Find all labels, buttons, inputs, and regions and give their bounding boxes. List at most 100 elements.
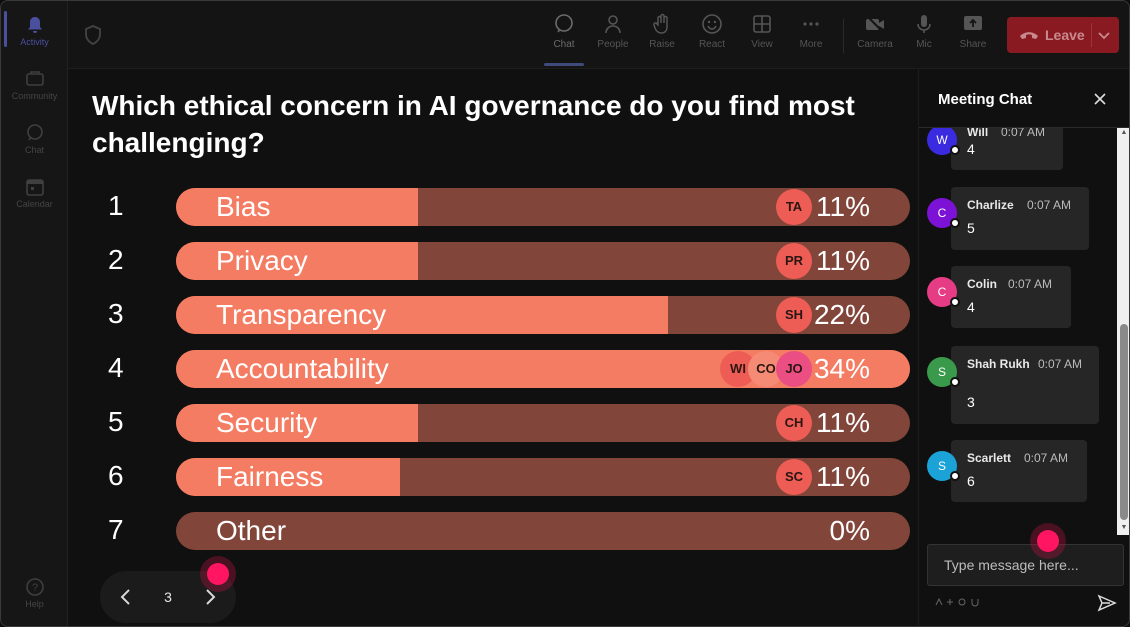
chat-message-input[interactable]: [927, 544, 1124, 586]
message-text: 3: [967, 394, 975, 410]
option-percentage: 11%: [816, 245, 870, 276]
poll-bar-fill: [176, 404, 418, 442]
voter-avatar[interactable]: SC: [776, 459, 812, 495]
mic-button-label: Mic: [916, 39, 932, 50]
poll-result-bar: Privacy PR 11%: [176, 242, 910, 280]
leave-divider: [1091, 23, 1092, 47]
svg-text:?: ?: [31, 582, 37, 594]
rail-item-calendar[interactable]: Calendar: [7, 169, 62, 217]
chat-divider: [919, 127, 1129, 128]
rail-label: Calendar: [16, 199, 53, 209]
message-timestamp: 0:07 AM: [1027, 198, 1072, 212]
chat-avatar[interactable]: S: [927, 357, 960, 387]
send-icon[interactable]: [1097, 593, 1117, 613]
bell-icon: [27, 17, 42, 33]
poll-result-bar: Bias TA 11%: [176, 188, 910, 226]
poll-option-row: 7 Other 0%: [68, 512, 918, 550]
chat-avatar[interactable]: W: [927, 128, 960, 155]
rail-item-help[interactable]: ? Help: [7, 569, 62, 617]
message-author: Shah Rukh: [967, 357, 1030, 371]
more-button[interactable]: More: [789, 11, 833, 61]
poll-bar-fill: [176, 458, 400, 496]
voter-avatar[interactable]: TA: [776, 189, 812, 225]
hand-icon: [653, 13, 668, 34]
message-text: 5: [967, 220, 975, 236]
chat-button-label: Chat: [553, 39, 575, 50]
message-timestamp: 0:07 AM: [1024, 451, 1069, 465]
option-number: 5: [108, 406, 124, 437]
option-label: Transparency: [216, 299, 387, 330]
calendar-icon: [25, 179, 44, 196]
option-number: 4: [108, 352, 124, 383]
chevron-left-icon[interactable]: [116, 587, 136, 607]
react-button[interactable]: React: [690, 11, 734, 61]
voter-avatar[interactable]: SH: [776, 297, 812, 333]
share-button[interactable]: Share: [951, 11, 995, 61]
option-label: Security: [216, 407, 318, 438]
pointer-highlight: [1037, 530, 1059, 552]
chat-message: Charlize 0:07 AM 5: [951, 187, 1089, 250]
mic-button[interactable]: Mic: [902, 11, 946, 61]
raise-hand-button[interactable]: Raise: [640, 11, 684, 61]
chat-scrollbar-thumb[interactable]: [1120, 324, 1128, 520]
chevron-right-icon[interactable]: [200, 587, 220, 607]
chat-icon: [555, 14, 573, 33]
option-percentage: 11%: [816, 461, 870, 492]
voter-avatar[interactable]: JO: [776, 351, 812, 387]
active-tab-indicator: [544, 63, 584, 66]
format-icon[interactable]: [935, 597, 983, 607]
scroll-up-arrow[interactable]: ▲: [1120, 129, 1128, 136]
community-icon: [25, 71, 44, 86]
poll-result-bar: Security CH 11%: [176, 404, 910, 442]
format-toolbar: [935, 597, 983, 609]
chat-avatar[interactable]: C: [927, 198, 960, 228]
presence-dot: [950, 218, 960, 228]
option-percentage: 0%: [829, 515, 870, 546]
avatar-initial: C: [937, 206, 947, 220]
camera-button-label: Camera: [857, 39, 893, 50]
voter-avatar[interactable]: CH: [776, 405, 812, 441]
leave-button-label: Leave: [1045, 27, 1085, 43]
poll-bar-fill: [176, 296, 668, 334]
option-percentage: 22%: [813, 299, 870, 330]
poll-result-bar: Other 0%: [176, 512, 910, 550]
mic-icon: [917, 15, 931, 33]
chat-avatar[interactable]: S: [927, 451, 960, 481]
rail-label: Help: [25, 599, 44, 609]
shield-icon: [85, 25, 101, 45]
message-author: Charlize: [967, 198, 1014, 212]
leave-button[interactable]: Leave: [1007, 17, 1119, 53]
poll-result-bar: Fairness SC 11%: [176, 458, 910, 496]
option-label: Bias: [216, 191, 271, 222]
view-button-label: View: [751, 39, 773, 50]
rail-item-community[interactable]: Community: [7, 61, 62, 109]
camera-button[interactable]: Camera: [853, 11, 897, 61]
message-text: 4: [967, 141, 975, 157]
chat-message-list: Will 0:07 AM 4 W Charlize 0:07 AM 5 C Colin 0:07 …: [919, 128, 1117, 535]
people-button-label: People: [597, 39, 629, 50]
chat-avatar[interactable]: C: [927, 277, 960, 307]
people-button[interactable]: People: [591, 11, 635, 61]
voter-avatar[interactable]: WI: [720, 351, 756, 387]
poll-option-row: 1 Bias TA 11%: [68, 188, 918, 226]
presence-dot: [950, 377, 960, 387]
rail-item-activity[interactable]: Activity: [7, 7, 62, 55]
voter-avatar[interactable]: PR: [776, 243, 812, 279]
share-screen-icon: [964, 16, 982, 30]
app-rail: Activity Community Chat Calendar ? Help: [1, 1, 68, 626]
view-button[interactable]: View: [740, 11, 784, 61]
close-icon[interactable]: [1093, 92, 1107, 106]
pointer-highlight: [207, 563, 229, 585]
message-timestamp: 0:07 AM: [1001, 128, 1046, 139]
option-number: 6: [108, 460, 124, 491]
message-text: 4: [967, 299, 975, 315]
chat-button[interactable]: Chat: [542, 11, 586, 61]
rail-item-chat[interactable]: Chat: [7, 115, 62, 163]
poll-option-row: 2 Privacy PR 11%: [68, 242, 918, 280]
poll-option-row: 3 Transparency SH 22%: [68, 296, 918, 334]
poll-question: Which ethical concern in AI governance d…: [92, 90, 855, 158]
scroll-down-arrow[interactable]: ▼: [1120, 524, 1128, 531]
meeting-chat-panel: Meeting Chat Will 0:07 AM 4 W Charlize 0:07 A…: [918, 69, 1129, 626]
chevron-down-icon[interactable]: [1097, 28, 1111, 42]
